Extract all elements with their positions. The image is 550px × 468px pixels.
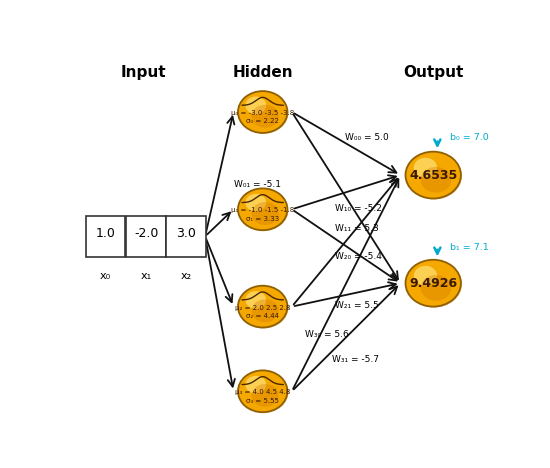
Circle shape: [251, 384, 279, 407]
Circle shape: [421, 167, 451, 193]
Text: W₁₁ = 5.3: W₁₁ = 5.3: [335, 224, 379, 233]
Circle shape: [414, 266, 437, 285]
Circle shape: [238, 91, 288, 133]
Circle shape: [245, 194, 266, 212]
Circle shape: [239, 371, 288, 413]
Circle shape: [251, 300, 279, 322]
Circle shape: [239, 189, 288, 231]
Text: W₂₀ = -5.4: W₂₀ = -5.4: [335, 252, 382, 261]
Circle shape: [238, 285, 288, 328]
Circle shape: [406, 153, 462, 199]
Text: σ₀ = 2.22: σ₀ = 2.22: [246, 118, 279, 124]
Circle shape: [239, 92, 288, 134]
Text: W₀₁ = -5.1: W₀₁ = -5.1: [234, 180, 281, 189]
Text: Output: Output: [403, 65, 464, 80]
Text: μ₀ = -3.0 -3.5 -3.8: μ₀ = -3.0 -3.5 -3.8: [231, 110, 294, 116]
Text: Hidden: Hidden: [233, 65, 293, 80]
Circle shape: [414, 158, 437, 177]
Text: 1.0: 1.0: [96, 227, 115, 240]
Text: W₁₀ = -5.2: W₁₀ = -5.2: [335, 204, 382, 213]
Text: σ₁ = 3.33: σ₁ = 3.33: [246, 216, 279, 222]
Circle shape: [405, 260, 461, 307]
FancyBboxPatch shape: [86, 216, 125, 257]
Text: W₃₀ = 5.6: W₃₀ = 5.6: [305, 330, 349, 339]
Circle shape: [251, 105, 279, 128]
Text: W₀₀ = 5.0: W₀₀ = 5.0: [345, 133, 389, 142]
Circle shape: [238, 189, 288, 230]
Text: 9.4926: 9.4926: [409, 277, 457, 290]
Text: μ₃ = 4.0 4.5 4.8: μ₃ = 4.0 4.5 4.8: [235, 389, 290, 395]
Text: σ₂ = 4.44: σ₂ = 4.44: [246, 313, 279, 319]
FancyBboxPatch shape: [126, 216, 166, 257]
Text: μ₁ = -1.0 -1.5 -1.8: μ₁ = -1.0 -1.5 -1.8: [231, 207, 294, 213]
Text: x₂: x₂: [180, 271, 191, 281]
FancyBboxPatch shape: [166, 216, 206, 257]
Circle shape: [245, 96, 266, 114]
Circle shape: [245, 376, 266, 394]
Text: 4.6535: 4.6535: [409, 168, 457, 182]
Circle shape: [405, 152, 461, 198]
Circle shape: [421, 275, 451, 301]
Circle shape: [251, 202, 279, 225]
Text: x₀: x₀: [100, 271, 111, 281]
Circle shape: [238, 370, 288, 412]
Text: μ₂ = 2.0 2.5 2.8: μ₂ = 2.0 2.5 2.8: [235, 305, 290, 311]
Text: Input: Input: [120, 65, 166, 80]
Text: -2.0: -2.0: [134, 227, 158, 240]
Circle shape: [245, 291, 266, 309]
Text: W₃₁ = -5.7: W₃₁ = -5.7: [332, 355, 379, 364]
Text: σ₃ = 5.55: σ₃ = 5.55: [246, 398, 279, 404]
Circle shape: [239, 286, 288, 329]
Text: x₁: x₁: [141, 271, 152, 281]
Text: W₂₁ = 5.5: W₂₁ = 5.5: [335, 301, 379, 310]
Text: 3.0: 3.0: [176, 227, 196, 240]
Circle shape: [406, 261, 462, 307]
Text: b₁ = 7.1: b₁ = 7.1: [450, 243, 489, 252]
Text: b₀ = 7.0: b₀ = 7.0: [450, 133, 489, 142]
